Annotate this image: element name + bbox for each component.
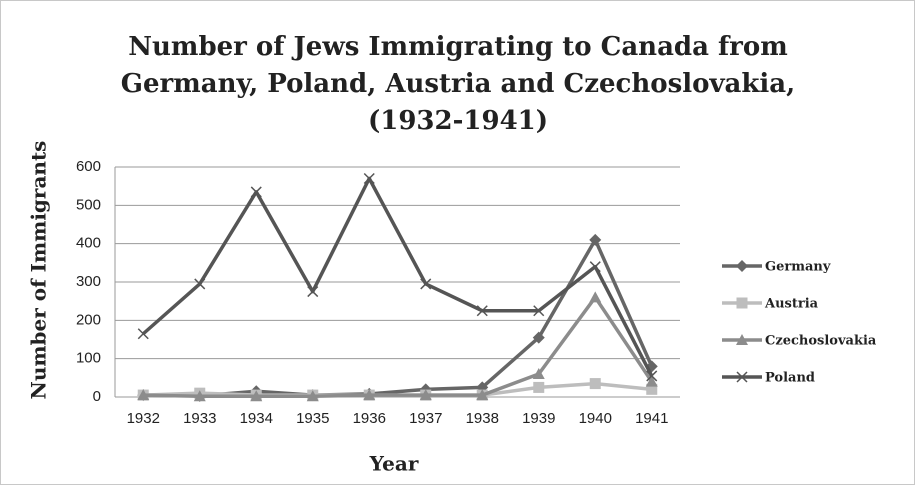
x-tick-label: 1937 — [409, 410, 442, 427]
data-point — [589, 261, 601, 273]
legend-label: Austria — [764, 297, 819, 312]
x-tick-label: 1938 — [466, 410, 499, 427]
x-tick-label: 1941 — [635, 410, 668, 427]
data-point — [250, 390, 263, 402]
data-point — [419, 389, 432, 401]
legend-marker — [736, 297, 748, 309]
x-axis-title: Year — [369, 452, 419, 476]
x-tick-label: 1936 — [353, 410, 386, 427]
data-point — [589, 378, 601, 390]
series-line — [143, 295, 654, 398]
y-tick-label: 200 — [76, 311, 101, 328]
x-tick-label: 1934 — [240, 410, 273, 427]
data-point — [645, 375, 658, 387]
data-point — [194, 278, 206, 290]
x-tick-label: 1935 — [296, 410, 329, 427]
data-point — [532, 331, 545, 344]
data-point — [137, 389, 150, 401]
legend-marker — [736, 371, 748, 383]
x-tick-label: 1939 — [522, 410, 555, 427]
data-point — [646, 383, 658, 395]
chart-title: Number of Jews Immigrating to Canada fro… — [128, 32, 787, 62]
legend-marker — [736, 260, 748, 272]
legend-label: Germany — [765, 260, 831, 275]
y-tick-label: 400 — [76, 235, 101, 252]
x-tick-label: 1933 — [183, 410, 216, 427]
series-line — [142, 176, 654, 377]
legend-label: Poland — [765, 371, 815, 386]
y-tick-label: 500 — [76, 196, 101, 213]
data-point — [137, 328, 149, 340]
legend-marker — [736, 334, 748, 345]
data-point — [193, 390, 206, 402]
data-point — [307, 286, 319, 298]
x-tick-label: 1940 — [579, 410, 612, 427]
data-point — [306, 390, 319, 402]
data-point — [589, 233, 602, 246]
data-point — [476, 389, 489, 401]
y-tick-label: 300 — [76, 273, 101, 290]
y-tick-label: 0 — [93, 388, 101, 405]
x-tick-label: 1932 — [127, 410, 160, 427]
y-axis-title: Number of Immigrants — [27, 141, 51, 400]
data-point — [646, 370, 658, 382]
data-point — [420, 278, 432, 290]
chart-title: Germany, Poland, Austria and Czechoslova… — [121, 69, 795, 99]
data-point — [363, 389, 376, 401]
data-point — [533, 305, 545, 317]
data-point — [250, 186, 262, 198]
y-tick-label: 100 — [76, 350, 101, 367]
data-point — [533, 381, 545, 393]
data-point — [589, 291, 602, 303]
legend-label: Czechoslovakia — [765, 334, 877, 349]
chart-title: (1932-1941) — [368, 106, 548, 136]
data-point — [363, 172, 375, 185]
data-point — [532, 368, 545, 379]
y-tick-label: 600 — [76, 158, 101, 175]
data-point — [476, 305, 488, 317]
